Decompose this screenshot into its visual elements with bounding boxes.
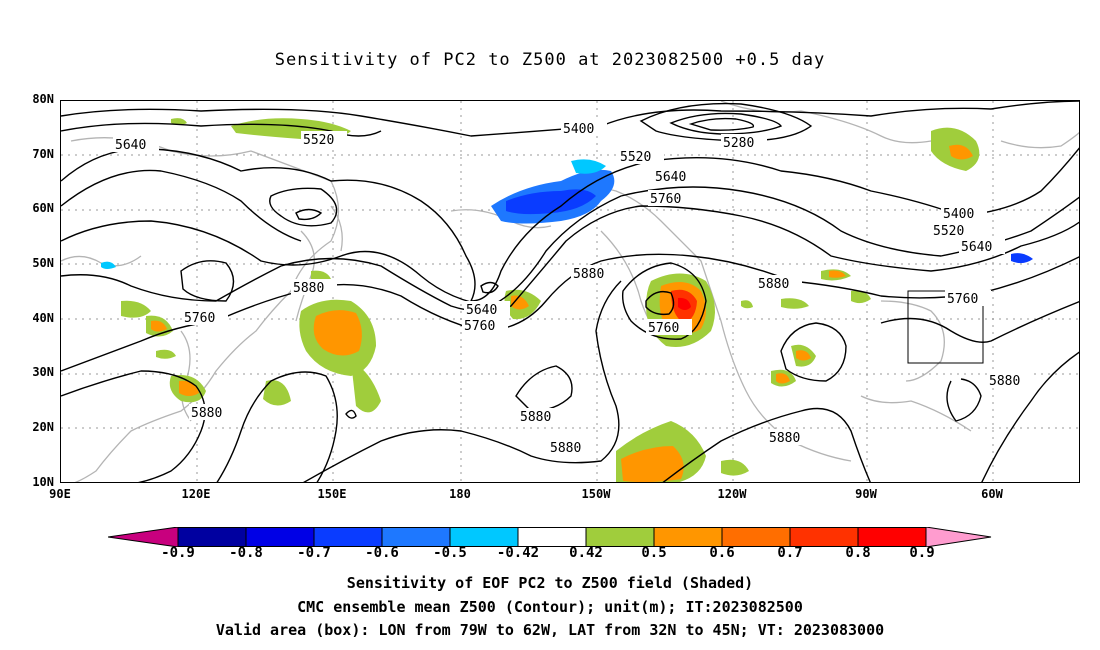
coastlines <box>61 101 1079 482</box>
contour-label: 5760 <box>947 292 978 307</box>
lat-label: 60N <box>32 201 54 215</box>
contour-label: 5640 <box>466 303 497 318</box>
contour-labels: 5640 5520 5400 5520 5280 5640 5760 5880 … <box>113 120 1033 456</box>
colorbar-label: 0.7 <box>777 545 803 561</box>
colorbar-swatch <box>653 527 723 547</box>
contour-label: 5760 <box>650 192 681 207</box>
lat-label: 30N <box>32 365 54 379</box>
contour-label: 5880 <box>573 267 604 282</box>
colorbar-swatch <box>789 527 859 547</box>
caption-line-3: Valid area (box): LON from 79W to 62W, L… <box>215 621 885 639</box>
contour-label: 5880 <box>520 410 551 425</box>
map-title: Sensitivity of PC2 to Z500 at 2023082500… <box>274 50 826 70</box>
lon-label: 120W <box>717 487 747 501</box>
lat-label: 80N <box>32 92 54 106</box>
colorbar-swatch <box>245 527 315 547</box>
colorbar-swatch <box>857 527 927 547</box>
colorbar-label: -0.6 <box>365 545 399 561</box>
graticule <box>61 101 1079 482</box>
colorbar-label: 0.5 <box>641 545 667 561</box>
map-panel: 5640 5520 5400 5520 5280 5640 5760 5880 … <box>60 100 1080 483</box>
contour-label: 5640 <box>115 138 146 153</box>
contour-label: 5760 <box>648 321 679 336</box>
colorbar-label: -0.5 <box>433 545 467 561</box>
lat-label: 20N <box>32 420 54 434</box>
contour-label: 5760 <box>464 319 495 334</box>
lon-label: 90W <box>855 487 877 501</box>
contour-label: 5880 <box>191 406 222 421</box>
contour-label: 5880 <box>769 431 800 446</box>
lon-label: 150E <box>317 487 347 501</box>
colorbar-label: -0.9 <box>161 545 195 561</box>
colorbar <box>108 527 992 547</box>
lon-label: 180 <box>449 487 471 501</box>
lon-label: 90E <box>49 487 71 501</box>
contour-label: 5520 <box>620 150 651 165</box>
colorbar-swatch <box>313 527 383 547</box>
colorbar-label: 0.9 <box>909 545 935 561</box>
z500-contours <box>61 101 1079 482</box>
caption-line-2: CMC ensemble mean Z500 (Contour); unit(m… <box>297 598 803 616</box>
lon-label: 60W <box>981 487 1003 501</box>
colorbar-label: -0.8 <box>229 545 263 561</box>
colorbar-swatch <box>449 527 519 547</box>
lat-label: 40N <box>32 311 54 325</box>
contour-label: 5880 <box>758 277 789 292</box>
contour-label: 5640 <box>655 170 686 185</box>
colorbar-label: 0.42 <box>569 545 603 561</box>
contour-label: 5400 <box>943 207 974 222</box>
colorbar-swatch <box>517 527 587 547</box>
colorbar-label: 0.8 <box>845 545 871 561</box>
lat-label: 10N <box>32 475 54 489</box>
contour-label: 5280 <box>723 136 754 151</box>
contour-label: 5520 <box>303 133 334 148</box>
lon-label: 150W <box>581 487 611 501</box>
colorbar-swatch <box>585 527 655 547</box>
caption-line-1: Sensitivity of EOF PC2 to Z500 field (Sh… <box>346 574 754 592</box>
colorbar-swatch <box>925 527 992 547</box>
lon-label: 120E <box>181 487 211 501</box>
colorbar-swatch <box>721 527 791 547</box>
contour-label: 5880 <box>293 281 324 296</box>
colorbar-label: -0.42 <box>496 545 540 561</box>
contour-label: 5640 <box>961 240 992 255</box>
contour-label: 5880 <box>550 441 581 456</box>
colorbar-swatch <box>381 527 451 547</box>
lat-label: 50N <box>32 256 54 270</box>
map-canvas: 5640 5520 5400 5520 5280 5640 5760 5880 … <box>61 101 1079 482</box>
colorbar-swatch <box>177 527 247 547</box>
contour-label: 5760 <box>184 311 215 326</box>
colorbar-label: -0.7 <box>297 545 331 561</box>
contour-label: 5400 <box>563 122 594 137</box>
contour-label: 5880 <box>989 374 1020 389</box>
contour-label: 5520 <box>933 224 964 239</box>
colorbar-label: 0.6 <box>709 545 735 561</box>
lat-label: 70N <box>32 147 54 161</box>
colorbar-swatch <box>108 527 179 547</box>
